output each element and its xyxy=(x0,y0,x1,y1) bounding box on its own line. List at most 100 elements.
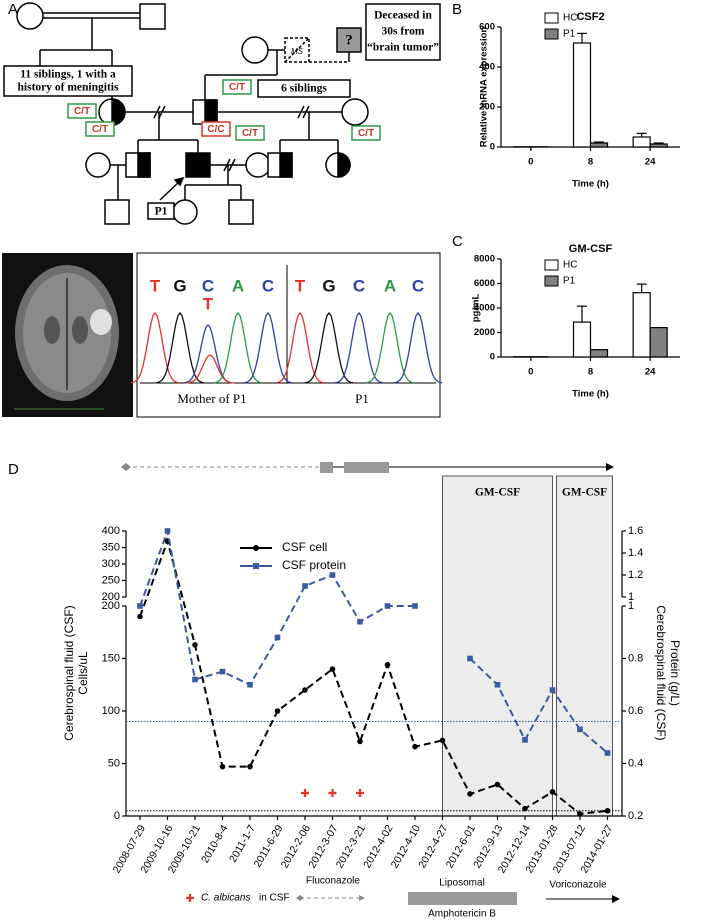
y2-tick-label: 0.4 xyxy=(628,757,643,769)
data-point xyxy=(549,789,556,795)
bar xyxy=(572,321,592,358)
legend-label: HC xyxy=(563,13,577,24)
data-point xyxy=(439,737,446,744)
legend-label: P1 xyxy=(563,29,576,40)
x-axis-label: Time (h) xyxy=(572,389,609,400)
siblings-note: 11 siblings, 1 with a xyxy=(20,69,116,81)
y-tick-label: 250 xyxy=(102,574,120,586)
y-axis-label: pg/mL xyxy=(471,294,482,323)
x-tick-label: 8 xyxy=(588,157,593,168)
data-point xyxy=(302,687,308,693)
y-tick-label: 6000 xyxy=(474,278,495,289)
data-point xyxy=(164,528,171,534)
legend-marker xyxy=(253,545,259,551)
y2-tick-label: 0.8 xyxy=(628,652,643,664)
y2-tick-label: 1.2 xyxy=(628,569,643,581)
x-tick-label: 0 xyxy=(528,157,533,168)
data-point xyxy=(357,618,363,625)
shaded-label: GM-CSF xyxy=(562,487,607,499)
genotype-label: C/T xyxy=(242,128,258,139)
y-tick-label: 600 xyxy=(479,22,495,33)
x-tick-label: 8 xyxy=(588,367,593,378)
y2-tick-label: 0.2 xyxy=(628,810,643,822)
y-tick-label: 200 xyxy=(479,102,495,113)
siblings-note: 6 siblings xyxy=(281,83,327,95)
data-point xyxy=(412,743,418,750)
y2-tick-label: 1.4 xyxy=(628,547,643,559)
legend-label: Liposomal xyxy=(439,878,485,889)
siblings-note: history of meningitis xyxy=(18,82,119,94)
genotype-label: C/C xyxy=(207,124,224,135)
data-point xyxy=(604,750,611,756)
trace-peak xyxy=(365,311,415,384)
sample-label: Mother of P1 xyxy=(177,391,246,406)
chart-title: GM-CSF xyxy=(569,243,613,255)
data-line xyxy=(139,537,608,815)
data-point xyxy=(219,763,226,770)
x-tick-label: 2011-1-7 xyxy=(227,823,258,865)
y2-tick-label: 1 xyxy=(628,600,634,612)
base-call: T xyxy=(150,276,161,295)
chart-title: CSF2 xyxy=(576,11,604,23)
deceased-note: 30s from xyxy=(382,26,425,38)
trace-peak xyxy=(185,354,235,384)
data-point xyxy=(577,811,583,817)
x-tick-label: 0 xyxy=(528,367,533,378)
data-point xyxy=(577,726,583,733)
base-call: G xyxy=(173,276,186,295)
y-tick-label: 100 xyxy=(102,705,120,717)
trace-peak xyxy=(155,311,205,384)
genotype-label: C/T xyxy=(92,124,108,135)
ms-label: MS xyxy=(291,47,304,56)
trace-peak xyxy=(393,311,443,384)
bar xyxy=(589,142,609,148)
bar xyxy=(572,42,592,148)
legend-label: CSF protein xyxy=(282,558,346,572)
y2-tick-label: 1.6 xyxy=(628,525,643,537)
y-tick-label: 0 xyxy=(114,810,120,822)
x-tick-label: 24 xyxy=(645,367,656,378)
base-call: C xyxy=(353,276,365,295)
y-tick-label: 200 xyxy=(102,591,120,603)
y-tick-label: 0 xyxy=(490,142,495,153)
shaded-period xyxy=(556,475,613,817)
legend-swatch xyxy=(544,259,559,271)
y-tick-label: 4000 xyxy=(474,303,495,314)
bar xyxy=(632,292,651,358)
variant-call: T xyxy=(203,294,214,313)
data-point xyxy=(357,738,363,745)
legend-swatch xyxy=(544,275,559,287)
data-point xyxy=(247,763,253,770)
legend-label: HC xyxy=(563,260,577,271)
data-point xyxy=(522,737,528,743)
data-point xyxy=(137,613,143,620)
sample-label: P1 xyxy=(355,391,369,406)
genotype-box xyxy=(351,125,381,141)
y2-tick-label: 0.6 xyxy=(628,705,643,717)
data-point xyxy=(467,655,473,662)
data-point xyxy=(329,572,336,578)
data-point xyxy=(329,666,336,672)
data-point xyxy=(549,687,556,693)
panel-label: A xyxy=(8,1,18,18)
y-tick-label: 150 xyxy=(102,652,120,664)
trace-peak xyxy=(304,311,354,384)
base-call: C xyxy=(262,276,274,295)
pedigree xyxy=(3,2,441,225)
genotype-box xyxy=(85,121,115,137)
data-point xyxy=(274,708,281,714)
trace-peak xyxy=(213,311,263,384)
y-axis-label: Cerebrospinal fluid (CSF) xyxy=(62,605,76,740)
y-tick-label: 400 xyxy=(479,62,495,73)
panel-label: B xyxy=(452,1,462,18)
event-marker xyxy=(356,789,364,797)
legend-label: C. albicans xyxy=(201,893,250,904)
y-tick-label: 200 xyxy=(102,600,120,612)
data-point xyxy=(219,668,226,675)
y-tick-label: 300 xyxy=(102,558,120,570)
genotype-box xyxy=(222,79,252,95)
bar xyxy=(649,143,668,148)
base-call: C xyxy=(412,276,424,295)
genotype-box xyxy=(67,103,97,119)
y-tick-label: 0 xyxy=(490,352,495,363)
